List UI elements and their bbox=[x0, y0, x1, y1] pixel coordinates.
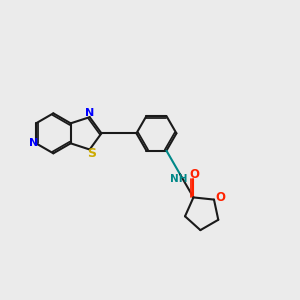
Text: N: N bbox=[29, 138, 38, 148]
Text: O: O bbox=[189, 168, 199, 181]
Text: S: S bbox=[87, 147, 96, 160]
Text: N: N bbox=[85, 108, 94, 118]
Text: O: O bbox=[215, 191, 225, 204]
Text: NH: NH bbox=[170, 174, 187, 184]
